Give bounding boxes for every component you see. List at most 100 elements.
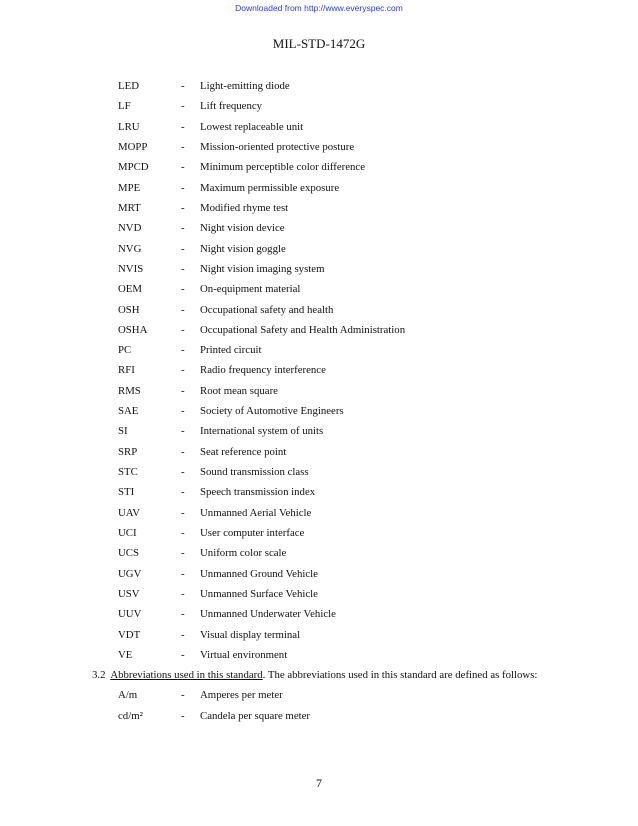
item-def: International system of units [200,425,324,438]
item-def: Modified rhyme test [200,201,289,214]
section-title: Abbreviations used in this standard [110,669,263,681]
item-def: Unmanned Aerial Vehicle [200,506,312,519]
item-dash: - [181,648,185,661]
document-header: MIL-STD-1472G [272,36,366,51]
item-def: Unmanned Ground Vehicle [200,567,318,580]
item-abbr: UUV [118,608,142,621]
item-abbr: SRP [118,445,138,458]
item-dash: - [181,344,185,357]
item-def: Visual display terminal [200,628,301,641]
item-abbr: LED [118,80,139,92]
item-def: Lowest replaceable unit [200,120,304,133]
item-def: Radio frequency interference [200,364,326,377]
item-dash: - [181,466,185,479]
item-def: Uniform color scale [200,547,287,560]
item-dash: - [181,547,185,560]
item-def: User computer interface [200,527,305,540]
item-dash: - [181,588,185,600]
item-dash: - [181,120,185,133]
item-abbr: UCI [118,527,137,540]
item-abbr: PC [118,344,132,357]
item-def: Unmanned Surface Vehicle [200,588,318,600]
watermark-link[interactable]: Downloaded from http://www.everyspec.com [235,3,403,13]
item-dash: - [181,628,185,641]
item-abbr: UAV [118,506,140,519]
item-def: Mission-oriented protective posture [200,140,355,153]
item-def: Candela per square meter [200,709,311,722]
item-dash: - [181,80,185,92]
item-dash: - [181,140,185,153]
item-abbr: A/m [118,689,138,701]
item-dash: - [181,486,185,499]
item-abbr: cd/m² [118,709,143,722]
section-text: . The abbreviations used in this standar… [262,669,538,681]
item-dash: - [181,323,185,336]
item-def: Sound transmission class [200,466,309,479]
item-def: Printed circuit [200,344,262,357]
item-abbr: NVG [118,242,142,255]
item-abbr: NVD [118,222,142,235]
item-abbr: MRT [118,201,141,214]
item-abbr: UCS [118,547,140,560]
item-def: Night vision goggle [200,242,286,255]
item-dash: - [181,283,185,296]
item-abbr: USV [118,588,140,600]
item-abbr: VDT [118,628,141,641]
item-abbr: MOPP [118,140,148,153]
item-dash: - [181,405,185,418]
item-dash: - [181,262,185,275]
item-dash: - [181,709,185,722]
item-abbr: MPCD [118,161,149,174]
item-dash: - [181,364,185,377]
item-abbr: RMS [118,384,141,397]
item-dash: - [181,689,185,701]
item-dash: - [181,100,185,113]
item-dash: - [181,384,185,397]
item-abbr: SAE [118,405,139,418]
item-abbr: LF [118,100,131,113]
item-abbr: VE [118,648,133,661]
item-dash: - [181,181,185,194]
item-abbr: STC [118,466,138,479]
item-abbr: MPE [118,181,141,194]
section-number: 3.2 [92,669,106,681]
item-abbr: RFI [118,364,135,377]
item-dash: - [181,222,185,235]
item-dash: - [181,201,185,214]
item-def: Amperes per meter [200,689,283,701]
item-def: On-equipment material [200,283,301,296]
item-dash: - [181,506,185,519]
item-def: Occupational safety and health [200,303,334,316]
item-dash: - [181,445,185,458]
item-def: Virtual environment [200,648,288,661]
item-abbr: OEM [118,283,142,296]
item-def: Lift frequency [200,100,263,113]
item-abbr: STI [118,486,135,499]
item-def: Night vision imaging system [200,262,325,275]
item-def: Unmanned Underwater Vehicle [200,608,336,621]
item-def: Minimum perceptible color difference [200,161,365,174]
item-dash: - [181,303,185,316]
item-dash: - [181,608,185,621]
item-abbr: NVIS [118,262,144,275]
page-number: 7 [316,776,322,790]
item-def: Seat reference point [200,445,287,458]
item-abbr: UGV [118,567,142,580]
item-abbr: SI [118,425,128,438]
item-def: Root mean square [200,384,278,397]
item-def: Speech transmission index [200,486,316,499]
item-def: Occupational Safety and Health Administr… [200,323,406,336]
item-def: Maximum permissible exposure [200,181,340,194]
item-dash: - [181,161,185,174]
item-dash: - [181,425,185,438]
item-def: Light-emitting diode [200,80,290,92]
item-abbr: OSH [118,303,140,316]
item-dash: - [181,567,185,580]
item-dash: - [181,527,185,540]
item-dash: - [181,242,185,255]
item-abbr: OSHA [118,323,148,336]
item-def: Night vision device [200,222,285,235]
item-abbr: LRU [118,120,140,133]
section-3-2: 3.2 Abbreviations used in this standard.… [92,668,537,682]
item-def: Society of Automotive Engineers [200,405,344,418]
